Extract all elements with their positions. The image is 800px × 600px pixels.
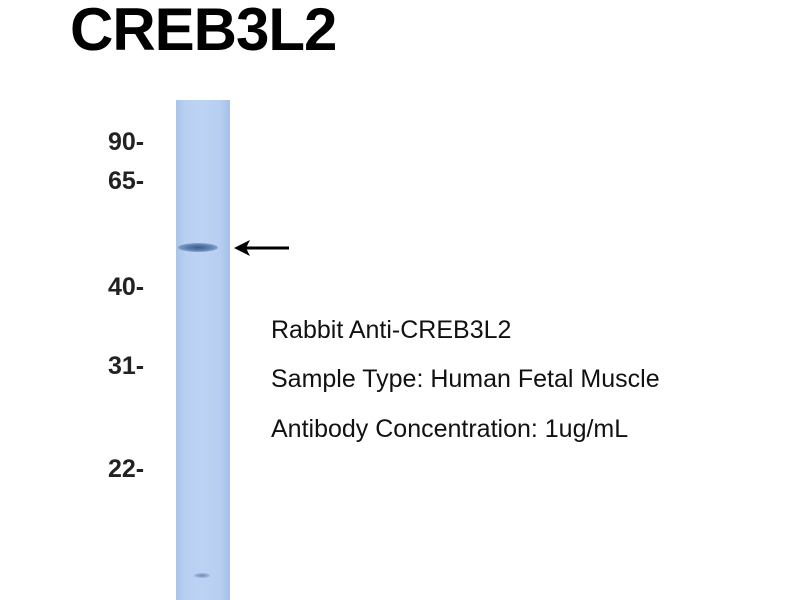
mw-marker-90: 90- <box>108 128 145 156</box>
left-arrow-icon <box>234 240 289 256</box>
mw-marker-31: 31- <box>108 352 145 380</box>
title: CREB3L2 <box>70 0 337 63</box>
target-band <box>178 243 218 252</box>
mw-marker-22: 22- <box>108 455 145 483</box>
caption-sample-type: Sample Type: Human Fetal Muscle <box>271 365 660 393</box>
blot-lane <box>176 100 230 600</box>
mw-marker-65: 65- <box>108 167 145 195</box>
faint-band <box>194 573 210 578</box>
caption-antibody: Rabbit Anti-CREB3L2 <box>271 316 512 344</box>
caption-concentration: Antibody Concentration: 1ug/mL <box>271 415 629 443</box>
mw-marker-40: 40- <box>108 273 145 301</box>
